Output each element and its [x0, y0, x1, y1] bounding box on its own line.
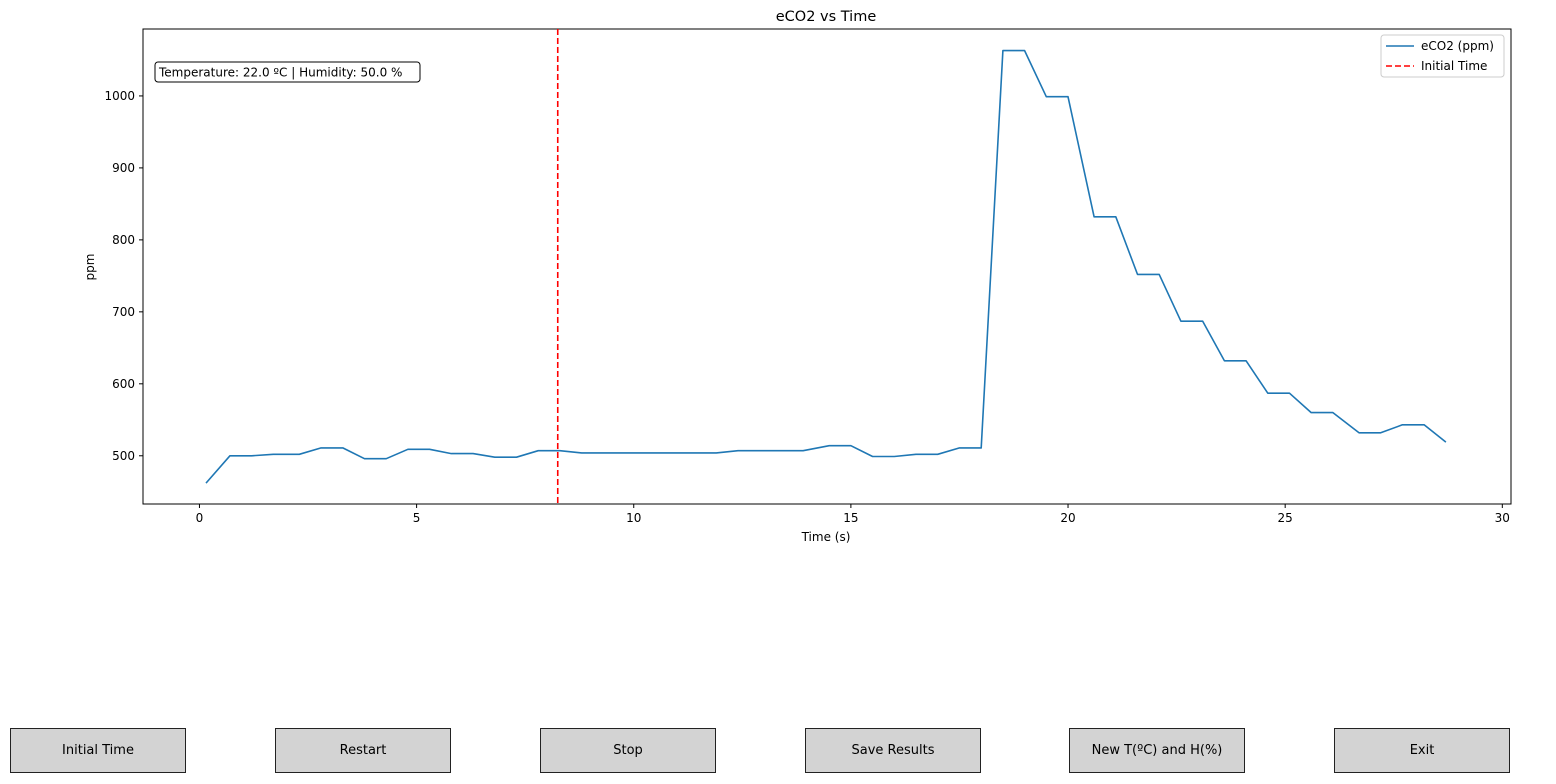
- data-point: [451, 453, 453, 455]
- data-point: [629, 452, 631, 454]
- save-results-button[interactable]: Save Results: [805, 728, 981, 773]
- data-point: [1289, 392, 1291, 394]
- chart-title: eCO2 vs Time: [776, 9, 877, 25]
- data-point: [1137, 274, 1139, 276]
- data-point: [581, 452, 583, 454]
- info-annotation-text: Temperature: 22.0 ºC | Humidity: 50.0 %: [158, 66, 402, 80]
- data-point: [1267, 392, 1269, 394]
- data-point: [1380, 432, 1382, 434]
- x-tick-label: 25: [1278, 511, 1293, 525]
- restart-button[interactable]: Restart: [275, 728, 451, 773]
- data-point: [872, 456, 874, 458]
- data-point: [1423, 424, 1425, 426]
- data-point: [251, 455, 253, 457]
- info-annotation-box: [154, 61, 421, 83]
- data-point: [1158, 274, 1160, 276]
- data-point: [959, 447, 961, 449]
- y-tick-label: 800: [112, 233, 135, 247]
- data-point: [828, 445, 830, 447]
- x-tick-label: 0: [196, 511, 204, 525]
- data-point: [342, 447, 344, 449]
- data-point: [1224, 360, 1226, 362]
- data-point: [272, 454, 274, 456]
- data-point: [516, 456, 518, 458]
- initial-time-button[interactable]: Initial Time: [10, 728, 186, 773]
- y-tick-label: 1000: [104, 89, 135, 103]
- y-tick-label: 500: [112, 449, 135, 463]
- data-point: [915, 454, 917, 456]
- data-point: [737, 450, 739, 452]
- data-point: [229, 455, 231, 457]
- data-point: [407, 449, 409, 451]
- data-point: [205, 482, 207, 484]
- legend-label-eco2: eCO2 (ppm): [1421, 39, 1494, 53]
- y-axis-label: ppm: [83, 254, 97, 281]
- y-axis-ticks: 500 600 700 800 900 1000: [104, 89, 143, 463]
- data-point: [1245, 360, 1247, 362]
- y-tick-label: 600: [112, 377, 135, 391]
- data-point: [802, 450, 804, 452]
- legend: eCO2 (ppm) Initial Time: [1380, 34, 1505, 78]
- exit-button[interactable]: Exit: [1334, 728, 1510, 773]
- y-tick-label: 900: [112, 161, 135, 175]
- data-point: [1402, 424, 1404, 426]
- data-point: [781, 450, 783, 452]
- series-line-eco2: [205, 49, 1447, 484]
- data-point: [1024, 50, 1026, 52]
- data-point: [472, 453, 474, 455]
- data-point: [1332, 412, 1334, 414]
- plot-area: [142, 28, 1512, 505]
- info-annotation: Temperature: 22.0 ºC | Humidity: 50.0 %: [154, 61, 421, 83]
- data-point: [364, 458, 366, 460]
- data-point: [759, 450, 761, 452]
- data-point: [603, 452, 605, 454]
- data-point: [1445, 441, 1447, 443]
- data-point: [694, 452, 696, 454]
- y-tick-label: 700: [112, 305, 135, 319]
- data-point: [850, 445, 852, 447]
- x-tick-label: 20: [1060, 511, 1075, 525]
- data-point: [894, 456, 896, 458]
- data-point: [1358, 432, 1360, 434]
- data-point: [1202, 320, 1204, 322]
- x-tick-label: 30: [1495, 511, 1510, 525]
- data-point: [1115, 216, 1117, 218]
- data-point: [320, 447, 322, 449]
- x-axis-ticks: 0 5 10 15 20 25 30: [196, 504, 1510, 525]
- data-point: [715, 452, 717, 454]
- data-point: [980, 447, 982, 449]
- x-tick-label: 5: [413, 511, 421, 525]
- legend-label-initial-time: Initial Time: [1421, 59, 1487, 73]
- data-point: [1067, 96, 1069, 98]
- data-point: [1310, 412, 1312, 414]
- data-point: [537, 450, 539, 452]
- x-tick-label: 15: [843, 511, 858, 525]
- data-point: [650, 452, 652, 454]
- data-point: [494, 456, 496, 458]
- data-point: [1180, 320, 1182, 322]
- stop-button[interactable]: Stop: [540, 728, 716, 773]
- data-point: [1093, 216, 1095, 218]
- data-point: [672, 452, 674, 454]
- x-axis-label: Time (s): [801, 530, 851, 544]
- x-tick-label: 10: [626, 511, 641, 525]
- data-point: [937, 454, 939, 456]
- chart-marks: [205, 29, 1447, 504]
- data-point: [299, 454, 301, 456]
- data-point: [1002, 50, 1004, 52]
- data-point: [385, 458, 387, 460]
- data-point: [429, 449, 431, 451]
- data-point: [559, 450, 561, 452]
- new-temperature-humidity-button[interactable]: New T(ºC) and H(%): [1069, 728, 1245, 773]
- data-point: [1046, 96, 1048, 98]
